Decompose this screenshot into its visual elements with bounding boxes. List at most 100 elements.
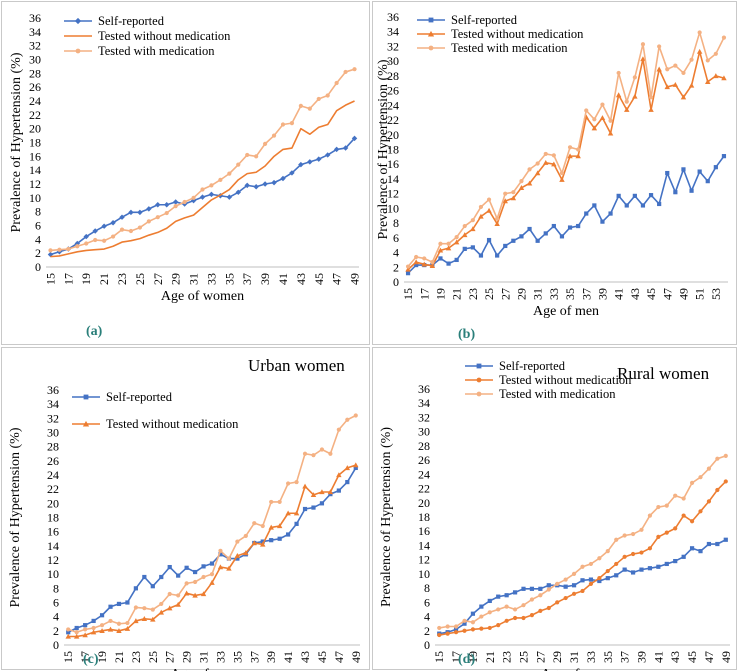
data-point-self_reported — [584, 211, 589, 216]
data-point-tested_with — [511, 190, 516, 195]
y-tick-label: 14 — [418, 538, 430, 552]
data-point-self_reported — [478, 253, 484, 258]
data-point-tested_with — [192, 579, 198, 585]
data-point-tested_with — [715, 456, 720, 461]
data-point-self_reported — [630, 570, 636, 575]
data-point-tested_without — [502, 198, 508, 204]
data-point-tested_with — [243, 533, 248, 539]
y-tick-label: 2 — [53, 624, 59, 638]
data-point-tested_with — [639, 527, 644, 532]
y-tick-label: 18 — [418, 510, 430, 524]
data-point-tested_without — [344, 465, 351, 471]
x-tick-label: 35 — [563, 288, 577, 300]
data-point-self_reported — [648, 193, 654, 198]
data-point-tested_with — [446, 241, 451, 246]
data-point-tested_without — [664, 530, 669, 535]
y-tick-label: 10 — [29, 191, 41, 205]
data-point-tested_with — [608, 118, 613, 123]
panel-label-a: (a) — [86, 324, 103, 339]
y-tick-label: 2 — [424, 624, 430, 638]
data-point-tested_without — [209, 579, 215, 585]
data-point-tested_without — [302, 483, 308, 489]
data-point-tested_with — [336, 427, 341, 432]
y-tick-label: 34 — [418, 396, 430, 410]
data-point-tested_without — [648, 107, 654, 112]
data-point-self_reported — [664, 561, 669, 567]
data-point-tested_without — [591, 125, 598, 131]
x-tick-label: 47 — [660, 288, 674, 300]
x-tick-label: 35 — [230, 651, 244, 663]
data-point-self_reported — [616, 193, 621, 198]
y-tick-label: 26 — [29, 80, 41, 94]
y-tick-label: 16 — [47, 525, 59, 539]
y-tick-label: 32 — [418, 410, 430, 424]
y-tick-label: 8 — [393, 216, 399, 230]
data-point-self_reported — [414, 262, 419, 268]
data-point-tested_without — [319, 489, 325, 495]
data-point-tested_with — [698, 475, 703, 480]
x-tick-label: 43 — [668, 651, 682, 663]
data-point-tested_with — [584, 108, 589, 113]
data-point-tested_with — [478, 204, 484, 210]
legend-marker-self_reported — [74, 17, 82, 25]
data-point-tested_with — [559, 170, 565, 176]
data-point-self_reported — [470, 245, 475, 250]
chart-panel-d: 0 2 4 6 8 10 12 14 16 18 20 22 24 26 28 30 32 34 36 15 17 19 2… — [372, 347, 737, 671]
data-point-self_reported — [74, 625, 79, 631]
data-point-tested_without — [268, 524, 274, 530]
data-point-tested_with — [664, 503, 669, 508]
data-point-tested_without — [462, 628, 467, 633]
y-tick-label: 10 — [387, 201, 399, 215]
x-tick-label: 23 — [115, 273, 129, 285]
data-point-self_reported — [333, 146, 340, 153]
y-tick-label: 14 — [47, 539, 59, 553]
data-point-tested_without — [487, 625, 492, 631]
data-point-tested_with — [616, 70, 621, 76]
data-point-tested_with — [116, 621, 122, 626]
data-point-self_reported — [529, 586, 535, 591]
data-point-self_reported — [640, 203, 646, 208]
panel-label-c: (c) — [83, 652, 99, 667]
data-point-tested_without — [559, 176, 565, 182]
data-point-tested_with — [543, 151, 548, 157]
y-tick-label: 2 — [393, 260, 399, 274]
y-tick-label: 24 — [47, 468, 59, 482]
chart-title-c: Urban women — [248, 356, 345, 375]
y-tick-label: 32 — [29, 39, 41, 53]
x-tick-label: 23 — [500, 651, 514, 663]
data-point-self_reported — [446, 261, 451, 266]
data-point-tested_without — [632, 93, 638, 99]
data-point-tested_without — [688, 82, 695, 88]
data-point-self_reported — [83, 233, 89, 240]
data-point-self_reported — [150, 584, 155, 589]
series-line-tested_with — [439, 455, 727, 629]
data-point-self_reported — [91, 618, 96, 624]
data-point-tested_without — [713, 73, 719, 79]
data-point-self_reported — [133, 586, 138, 591]
data-point-self_reported — [624, 203, 629, 208]
data-point-tested_with — [218, 548, 223, 553]
x-tick-label: 29 — [169, 273, 183, 285]
x-tick-label: 33 — [213, 651, 227, 663]
data-point-tested_without — [496, 622, 501, 628]
x-tick-label: 49 — [719, 651, 733, 663]
x-tick-label: 43 — [294, 273, 308, 285]
data-point-tested_with — [470, 218, 475, 223]
x-tick-label: 25 — [517, 651, 531, 663]
x-tick-label: 45 — [644, 288, 658, 300]
data-point-self_reported — [184, 565, 189, 570]
x-tick-label: 31 — [187, 273, 201, 285]
data-point-tested_without — [534, 170, 541, 176]
x-tick-label: 43 — [628, 288, 642, 300]
y-tick-label: 14 — [29, 163, 41, 177]
series-line-tested_with — [50, 68, 355, 252]
x-axis-label: Age of women — [161, 289, 244, 304]
data-point-self_reported — [462, 246, 467, 251]
series-line-tested_with — [67, 414, 357, 634]
x-axis-label: Age of women — [170, 667, 253, 671]
data-point-tested_with — [325, 93, 330, 98]
data-point-self_reported — [99, 613, 105, 618]
data-point-tested_without — [706, 499, 712, 504]
x-axis-label: Age of men — [533, 304, 599, 319]
data-point-tested_without — [723, 479, 728, 484]
